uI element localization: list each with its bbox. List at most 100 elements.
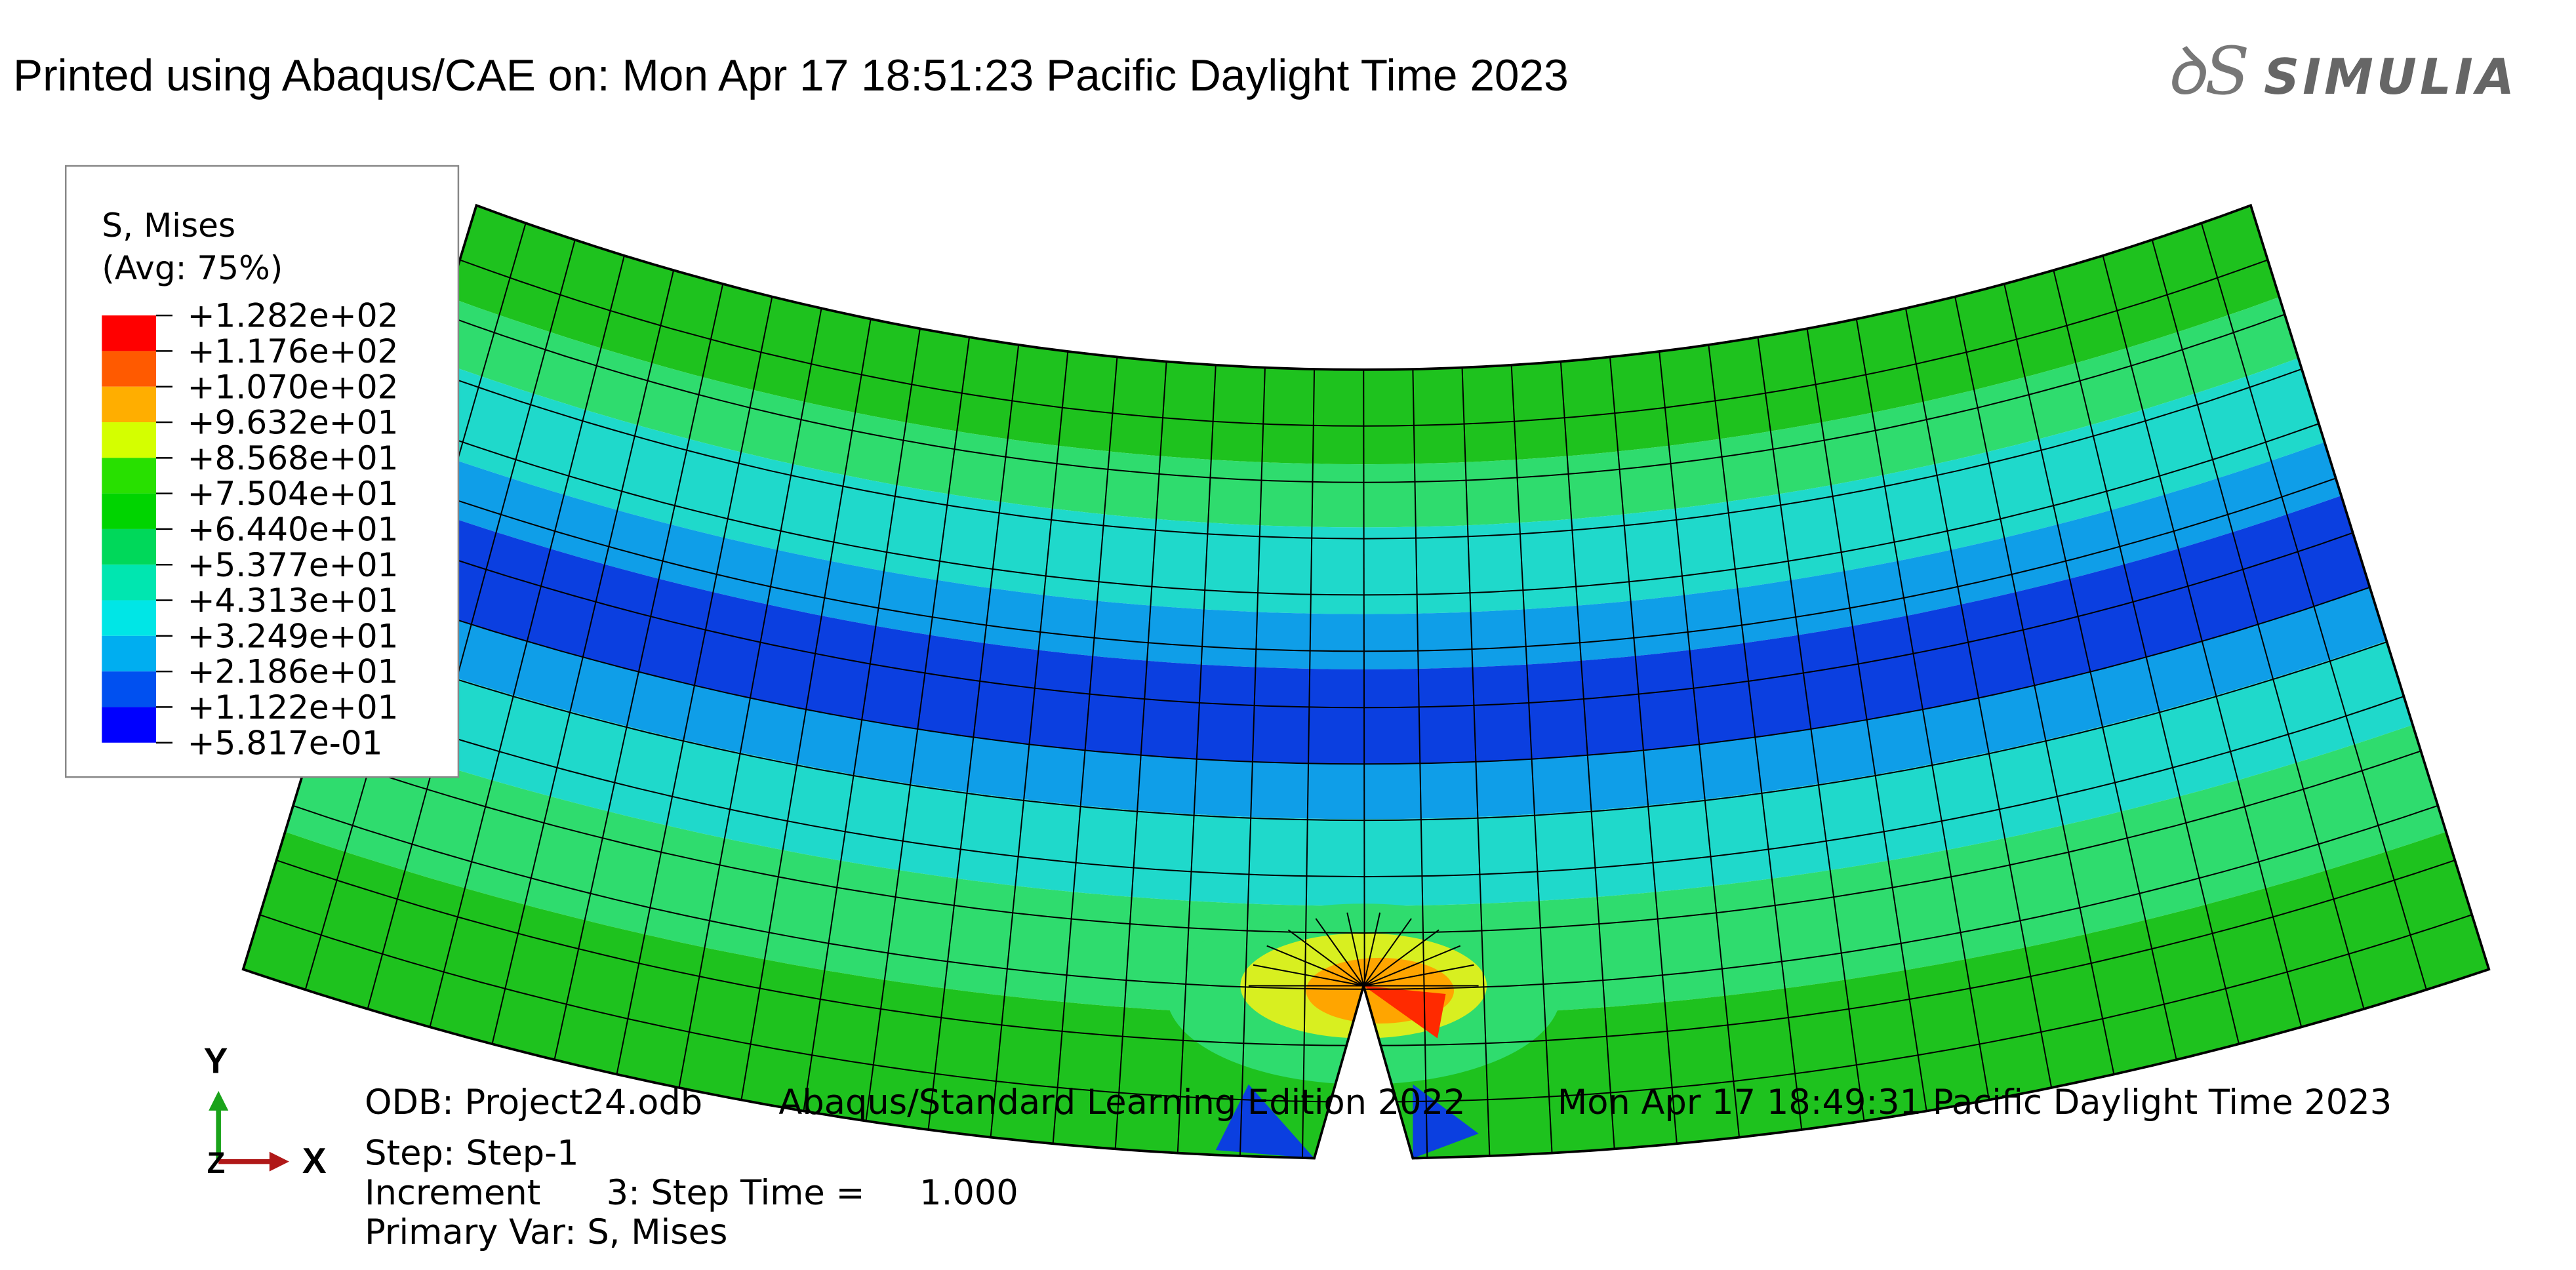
- stress-band: [343, 587, 2387, 820]
- legend-label: +5.377e+01: [188, 546, 399, 584]
- mesh-line: [2200, 223, 2427, 990]
- hot-spot: [1166, 903, 1561, 1084]
- legend-label: +5.817e-01: [188, 723, 383, 762]
- legend-swatch: [102, 635, 156, 672]
- legend-label: +9.632e+01: [188, 403, 399, 442]
- axis-triad: Y X Z: [204, 1040, 327, 1181]
- mesh-line: [1114, 361, 1167, 1149]
- legend-swatch: [102, 565, 156, 601]
- increment: Increment 3: Step Time = 1.000: [365, 1173, 1018, 1213]
- legend-label: +1.282e+02: [188, 296, 399, 335]
- legend-swatch: [102, 707, 156, 743]
- low-spot: [1413, 1084, 1479, 1159]
- legend-label: +2.186e+01: [188, 652, 399, 691]
- legend-swatch: [102, 422, 156, 458]
- mesh-line: [1461, 367, 1491, 1157]
- triad-y-label: Y: [204, 1040, 228, 1081]
- legend-label: +6.440e+01: [188, 509, 399, 548]
- contour-plot: [243, 205, 2489, 1159]
- mesh-line: [1346, 912, 1365, 986]
- legend-swatch: [102, 315, 156, 351]
- mesh-line: [927, 344, 1020, 1130]
- mesh-line: [1363, 918, 1412, 987]
- triad-x-arrow: [269, 1151, 289, 1172]
- legend-swatch: [102, 671, 156, 707]
- legend-label: +1.176e+02: [188, 332, 399, 370]
- mesh-line: [367, 239, 576, 1010]
- triad-z-label: Z: [207, 1146, 226, 1180]
- mesh-line: [1363, 929, 1439, 987]
- stress-band: [404, 358, 2325, 614]
- mesh-line: [1363, 964, 1474, 987]
- legend-subtitle: (Avg: 75%): [102, 248, 283, 287]
- legend-swatch: [102, 386, 156, 423]
- simulia-logo: ꝺS SIMULIA: [2165, 33, 2518, 109]
- stress-band: [448, 205, 2280, 465]
- legend-swatch: [102, 458, 156, 494]
- mesh-line: [803, 328, 921, 1111]
- legend: S, Mises (Avg: 75%) +1.282e+02+1.176e+02…: [64, 165, 460, 778]
- legend-swatch: [102, 351, 156, 387]
- mesh-line: [2003, 283, 2177, 1060]
- legend-label: +8.568e+01: [188, 439, 399, 477]
- legend-label: +7.504e+01: [188, 474, 399, 513]
- legend-swatch: [102, 493, 156, 529]
- stress-band: [430, 297, 2299, 528]
- mesh-line: [1301, 369, 1316, 1158]
- mesh-line: [429, 255, 625, 1027]
- odb-name: ODB: Project24.odb: [365, 1082, 702, 1122]
- stress-band: [317, 641, 2413, 906]
- mesh-line: [1659, 351, 1741, 1138]
- mesh-line: [865, 337, 971, 1121]
- legend-label: +3.249e+01: [188, 616, 399, 655]
- mesh-line: [1177, 365, 1217, 1153]
- mesh-line: [990, 351, 1069, 1138]
- mesh-line: [1560, 361, 1615, 1149]
- mesh-line: [1266, 945, 1364, 987]
- odb-date: Mon Apr 17 18:49:31 Pacific Daylight Tim…: [1558, 1082, 2392, 1122]
- mesh-line: [1363, 912, 1381, 986]
- legend-swatch: [102, 600, 156, 636]
- step: Step: Step-1: [365, 1134, 578, 1174]
- mesh-line: [1239, 367, 1266, 1157]
- legend-title: S, Mises: [102, 206, 235, 245]
- mesh-line: [1510, 365, 1553, 1153]
- mesh-line: [1052, 357, 1118, 1144]
- mesh-line: [1412, 369, 1428, 1158]
- mesh-line: [1363, 945, 1461, 987]
- mesh-line: [1904, 308, 2053, 1088]
- mesh-line: [740, 319, 872, 1100]
- legend-items: +1.282e+02+1.176e+02+1.070e+02+9.632e+01…: [102, 296, 399, 762]
- mesh-line: [553, 283, 724, 1060]
- mesh-line: [1806, 328, 1927, 1111]
- edition: Abaqus/Standard Learning Edition 2022: [778, 1082, 1465, 1122]
- mesh-line: [1757, 337, 1865, 1121]
- stress-band: [359, 496, 2370, 764]
- print-header: Printed using Abaqus/CAE on: Mon Apr 17 …: [13, 51, 1569, 100]
- mesh-line: [1855, 319, 1990, 1100]
- mesh-outline: [241, 203, 2491, 1160]
- legend-label: +1.070e+02: [188, 367, 399, 406]
- info-block: ODB: Project24.odb Abaqus/Standard Learn…: [365, 1082, 2392, 1252]
- stress-band: [243, 831, 2489, 1159]
- legend-label: +4.313e+01: [188, 581, 399, 620]
- mesh-line: [616, 296, 773, 1075]
- mesh-line: [1609, 357, 1678, 1144]
- primary-var: Primary Var: S, Mises: [365, 1212, 727, 1252]
- logo-text: SIMULIA: [2264, 48, 2518, 106]
- mesh-line: [1287, 929, 1364, 987]
- mesh-line: [2102, 255, 2303, 1027]
- mesh-line: [678, 308, 822, 1088]
- mesh-line: [1253, 964, 1364, 987]
- mesh-line: [1315, 918, 1365, 987]
- triad-y-arrow: [209, 1090, 229, 1111]
- triad-x-label: X: [302, 1140, 327, 1181]
- mesh-line: [2151, 239, 2365, 1010]
- stress-band: [388, 442, 2342, 669]
- mesh-line: [1954, 296, 2115, 1075]
- legend-label: +1.122e+01: [188, 688, 399, 726]
- mesh-line: [2053, 269, 2240, 1044]
- legend-swatch: [102, 528, 156, 565]
